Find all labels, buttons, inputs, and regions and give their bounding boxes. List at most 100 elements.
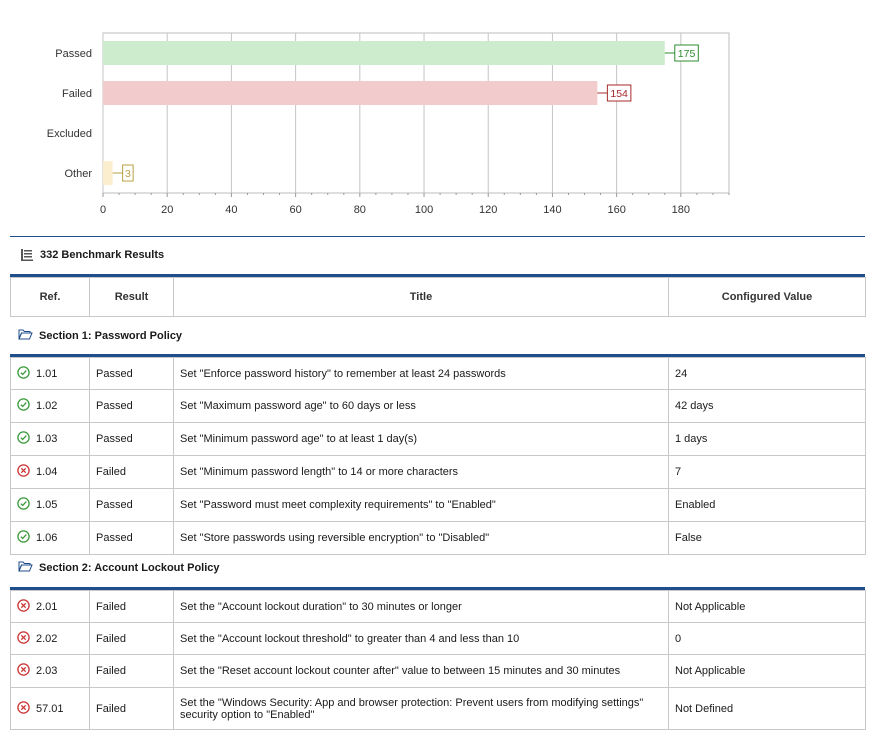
configured-value-cell: 7 (668, 455, 866, 489)
result-cell: Passed (89, 422, 174, 456)
ref-cell: 2.01 (10, 590, 90, 623)
category-label: Passed (55, 48, 92, 60)
configured-value-cell: Enabled (668, 488, 866, 522)
section-header[interactable]: Section 1: Password Policy (18, 328, 182, 343)
ref-cell: 2.02 (10, 622, 90, 655)
failed-x-icon (17, 630, 30, 647)
x-tick-label: 140 (543, 204, 561, 216)
x-tick-label: 100 (415, 204, 433, 216)
bar-other[interactable] (103, 161, 113, 185)
results-table: 1.01 Passed Set "Enforce password history"… (10, 357, 866, 555)
title-cell: Set "Minimum password length" to 14 or m… (173, 455, 669, 489)
ref-number[interactable]: 2.03 (36, 665, 58, 677)
table-row[interactable]: 1.06 Passed Set "Store passwords using rev… (10, 521, 866, 555)
ref-number[interactable]: 1.05 (36, 499, 58, 511)
configured-value-cell: 1 days (668, 422, 866, 456)
configured-value-cell: Not Applicable (668, 654, 866, 688)
bar-failed[interactable] (103, 81, 598, 105)
configured-value-cell: False (668, 521, 866, 555)
title-cell: Set the "Account lockout threshold" to g… (173, 622, 669, 655)
data-label: 175 (678, 48, 696, 60)
passed-check-icon (17, 365, 30, 382)
ref-cell: 57.01 (10, 687, 90, 730)
result-cell: Passed (89, 389, 174, 423)
divider (10, 236, 865, 237)
configured-value-cell: 24 (668, 357, 866, 390)
table-row[interactable]: 2.01 Failed Set the "Account lockout durat… (10, 590, 866, 623)
folder-icon (18, 328, 33, 343)
title-cell: Set "Store passwords using reversible en… (173, 521, 669, 555)
ref-number[interactable]: 1.06 (36, 532, 58, 544)
ref-number[interactable]: 1.02 (36, 400, 58, 412)
section-title: Section 1: Password Policy (39, 329, 183, 342)
ref-cell: 1.03 (10, 422, 90, 456)
ref-cell: 1.04 (10, 455, 90, 489)
ref-cell: 2.03 (10, 654, 90, 688)
title-cell: Set the "Reset account lockout counter a… (173, 654, 669, 688)
failed-x-icon (17, 598, 30, 615)
table-row[interactable]: 1.02 Passed Set "Maximum password age" to … (10, 389, 866, 423)
result-cell: Passed (89, 357, 174, 390)
table-row[interactable]: 1.03 Passed Set "Minimum password age" to … (10, 422, 866, 456)
failed-x-icon (17, 464, 30, 480)
result-cell: Failed (89, 455, 174, 489)
x-tick-label: 160 (607, 204, 625, 216)
column-header-ref[interactable]: Ref. (10, 277, 90, 317)
failed-x-icon (17, 700, 30, 717)
passed-check-icon (17, 530, 30, 546)
configured-value-cell: Not Defined (668, 687, 866, 730)
ref-cell: 1.01 (10, 357, 90, 390)
column-header-title[interactable]: Title (173, 277, 669, 317)
x-tick-label: 40 (225, 204, 237, 216)
ref-number[interactable]: 1.01 (36, 367, 58, 380)
data-label: 154 (610, 88, 628, 100)
results-table: 2.01 Failed Set the "Account lockout durat… (10, 590, 866, 730)
result-cell: Failed (89, 622, 174, 655)
title-cell: Set the "Windows Security: App and brows… (173, 687, 669, 730)
table-row[interactable]: 2.03 Failed Set the "Reset account lockout… (10, 654, 866, 688)
title-cell: Set the "Account lockout duration" to 30… (173, 590, 669, 623)
section-rule (10, 587, 865, 590)
data-label-box (606, 84, 632, 102)
ref-number[interactable]: 2.02 (36, 632, 58, 645)
configured-value-cell: 42 days (668, 389, 866, 423)
ref-number[interactable]: 57.01 (36, 702, 64, 715)
result-cell: Failed (89, 654, 174, 688)
result-cell: Passed (89, 521, 174, 555)
table-row[interactable]: 1.04 Failed Set "Minimum password length" … (10, 455, 866, 489)
bar-passed[interactable] (103, 41, 665, 65)
section-header[interactable]: Section 2: Account Lockout Policy (18, 560, 220, 575)
ref-cell: 1.06 (10, 521, 90, 555)
data-label: 3 (125, 168, 131, 180)
ref-number[interactable]: 1.03 (36, 433, 58, 445)
x-tick-label: 0 (100, 204, 106, 216)
x-tick-label: 180 (672, 204, 690, 216)
column-header-result[interactable]: Result (89, 277, 174, 317)
x-tick-label: 60 (289, 204, 301, 216)
passed-check-icon (17, 431, 30, 447)
ref-number[interactable]: 1.04 (36, 466, 58, 478)
table-row[interactable]: 2.02 Failed Set the "Account lockout thres… (10, 622, 866, 655)
data-label-box (674, 44, 699, 62)
passed-check-icon (17, 497, 30, 513)
title-cell: Set "Maximum password age" to 60 days or… (173, 389, 669, 423)
data-label-box (122, 164, 134, 182)
ref-cell: 1.02 (10, 389, 90, 423)
summary-title: 332 Benchmark Results (40, 249, 165, 261)
category-label: Other (64, 168, 92, 180)
column-header-configured-value[interactable]: Configured Value (668, 277, 866, 317)
configured-value-cell: 0 (668, 622, 866, 655)
table-row[interactable]: 57.01 Failed Set the "Windows Security: Ap… (10, 687, 866, 730)
table-row[interactable]: 1.05 Passed Set "Password must meet comple… (10, 488, 866, 522)
table-row[interactable]: 1.01 Passed Set "Enforce password history"… (10, 357, 866, 390)
results-table-header: Ref. Result Title Configured Value (10, 277, 866, 317)
ref-number[interactable]: 2.01 (36, 600, 58, 613)
title-cell: Set "Minimum password age" to at least 1… (173, 422, 669, 456)
category-label: Failed (62, 88, 92, 100)
results-bar-chart: Passed Failed Excluded Other 0 20 40 60 80 100 12… (47, 32, 730, 216)
folder-icon (18, 560, 33, 575)
result-cell: Failed (89, 687, 174, 730)
x-tick-label: 80 (354, 204, 366, 216)
x-tick-label: 20 (161, 204, 173, 216)
passed-check-icon (17, 398, 30, 414)
